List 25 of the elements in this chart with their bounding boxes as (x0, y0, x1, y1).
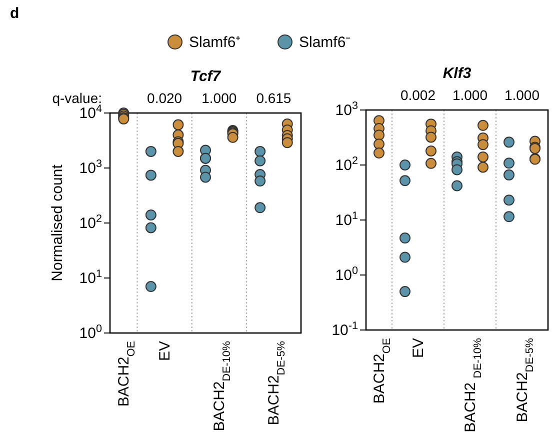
y-tick-label: 10$^{3}$ (335, 100, 358, 119)
y-axis-title: Normalised count (49, 164, 66, 282)
text: 0.020 (147, 90, 182, 106)
text: 1.000 (504, 87, 540, 103)
y-tick-label: 10$^{2}$ (79, 213, 102, 232)
text: 1.000 (452, 87, 488, 103)
y-tick-label: 10$^{4}$ (79, 103, 102, 122)
text: 0.615 (256, 90, 292, 106)
text: 1.000 (202, 90, 237, 106)
y-tick-label: 10$^{1}$ (335, 210, 358, 229)
y-tick-label: 10$^{0}$ (79, 323, 102, 342)
y-tick-label: 10$^{2}$ (335, 155, 358, 174)
text: 0.002 (400, 87, 436, 103)
legend-label: Slamf6⁻ (299, 34, 351, 51)
x-tick-label: EV (410, 338, 427, 358)
y-tick-label: 10$^{0}$ (335, 265, 358, 284)
y-tick-label: 10$^{3}$ (79, 158, 102, 177)
chart-title: Klf3 (442, 65, 472, 82)
chart-title: Tcf7 (190, 68, 222, 85)
text: d (10, 5, 20, 22)
legend-label: Slamf6⁺ (189, 34, 241, 51)
text: q-value: (52, 90, 102, 106)
y-tick-label: 10$^{1}$ (79, 268, 102, 287)
y-tick-label: 10$^{-1}$ (332, 320, 358, 339)
x-tick-label: EV (156, 341, 174, 362)
